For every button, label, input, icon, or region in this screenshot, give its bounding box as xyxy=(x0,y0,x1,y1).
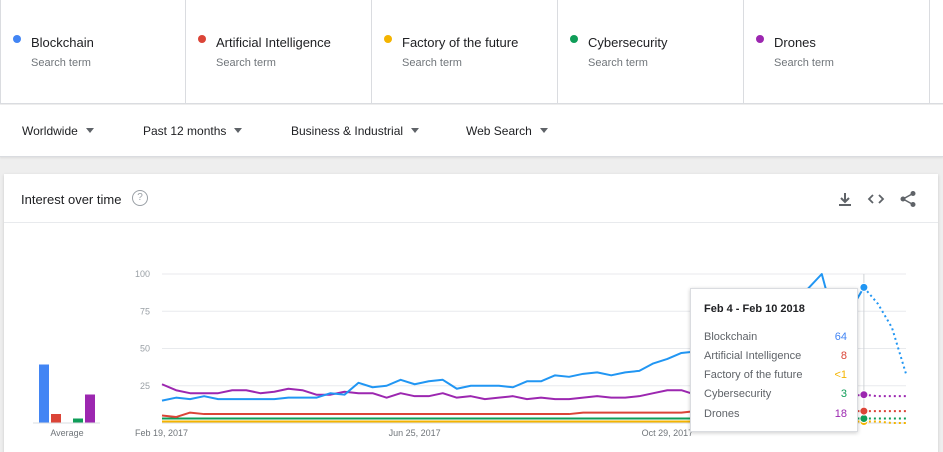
tooltip-series-value: 64 xyxy=(834,331,847,343)
region-dropdown[interactable]: Worldwide xyxy=(22,124,94,138)
chevron-down-icon xyxy=(539,128,548,134)
card-title: Interest over time xyxy=(21,192,122,207)
tooltip-series-name: Drones xyxy=(704,408,740,420)
chevron-down-icon xyxy=(234,128,243,134)
term-card-blockchain[interactable]: Blockchain Search term xyxy=(0,0,186,104)
time-range-dropdown[interactable]: Past 12 months xyxy=(143,124,243,138)
search-terms-bar: Blockchain Search term Artificial Intell… xyxy=(0,0,943,104)
term-type: Search term xyxy=(588,57,648,69)
tooltip-series-value: 3 xyxy=(840,388,847,400)
tooltip-series-name: Cybersecurity xyxy=(704,388,772,400)
download-icon[interactable] xyxy=(835,190,855,208)
term-card-cybersecurity[interactable]: Cybersecurity Search term xyxy=(558,0,744,104)
tooltip-series-name: Artificial Intelligence xyxy=(704,350,802,362)
tooltip-series-value: 8 xyxy=(840,350,847,362)
tooltip-row: Artificial Intelligence 8 xyxy=(704,350,847,362)
chevron-down-icon xyxy=(85,128,94,134)
term-color-dot xyxy=(756,35,764,43)
category-dropdown[interactable]: Business & Industrial xyxy=(291,124,420,138)
search-type-dropdown[interactable]: Web Search xyxy=(466,124,548,138)
term-name: Blockchain xyxy=(31,35,94,50)
term-name: Artificial Intelligence xyxy=(216,35,331,50)
tooltip-series-name: Blockchain xyxy=(704,331,758,343)
term-card-artificial-intelligence[interactable]: Artificial Intelligence Search term xyxy=(186,0,372,104)
term-color-dot xyxy=(13,35,21,43)
term-type: Search term xyxy=(774,57,834,69)
term-card-factory-of-the-future[interactable]: Factory of the future Search term xyxy=(372,0,558,104)
tooltip-series-name: Factory of the future xyxy=(704,369,803,381)
tooltip-row: Factory of the future <1 xyxy=(704,369,847,381)
chevron-down-icon xyxy=(411,128,420,134)
tooltip-series-value: <1 xyxy=(834,369,847,381)
region-label: Worldwide xyxy=(22,124,78,138)
share-icon[interactable] xyxy=(898,190,918,208)
term-color-dot xyxy=(198,35,206,43)
term-type: Search term xyxy=(402,57,462,69)
term-color-dot xyxy=(384,35,392,43)
tooltip-series-value: 18 xyxy=(834,408,847,420)
term-card-drones[interactable]: Drones Search term xyxy=(744,0,930,104)
tooltip-row: Drones 18 xyxy=(704,408,847,420)
term-name: Drones xyxy=(774,35,816,50)
term-color-dot xyxy=(570,35,578,43)
card-divider xyxy=(4,222,938,223)
embed-code-icon[interactable] xyxy=(866,190,886,208)
tooltip-date: Feb 4 - Feb 10 2018 xyxy=(704,303,805,315)
time-range-label: Past 12 months xyxy=(143,124,227,138)
term-type: Search term xyxy=(216,57,276,69)
term-name: Factory of the future xyxy=(402,35,519,50)
search-type-label: Web Search xyxy=(466,124,532,138)
filter-bar: Worldwide Past 12 months Business & Indu… xyxy=(0,105,943,157)
term-name: Cybersecurity xyxy=(588,35,668,50)
chart-tooltip: Feb 4 - Feb 10 2018 Blockchain 64 Artific… xyxy=(690,288,858,432)
help-icon[interactable]: ? xyxy=(132,190,148,206)
tooltip-row: Cybersecurity 3 xyxy=(704,388,847,400)
category-label: Business & Industrial xyxy=(291,124,404,138)
term-type: Search term xyxy=(31,57,91,69)
tooltip-row: Blockchain 64 xyxy=(704,331,847,343)
